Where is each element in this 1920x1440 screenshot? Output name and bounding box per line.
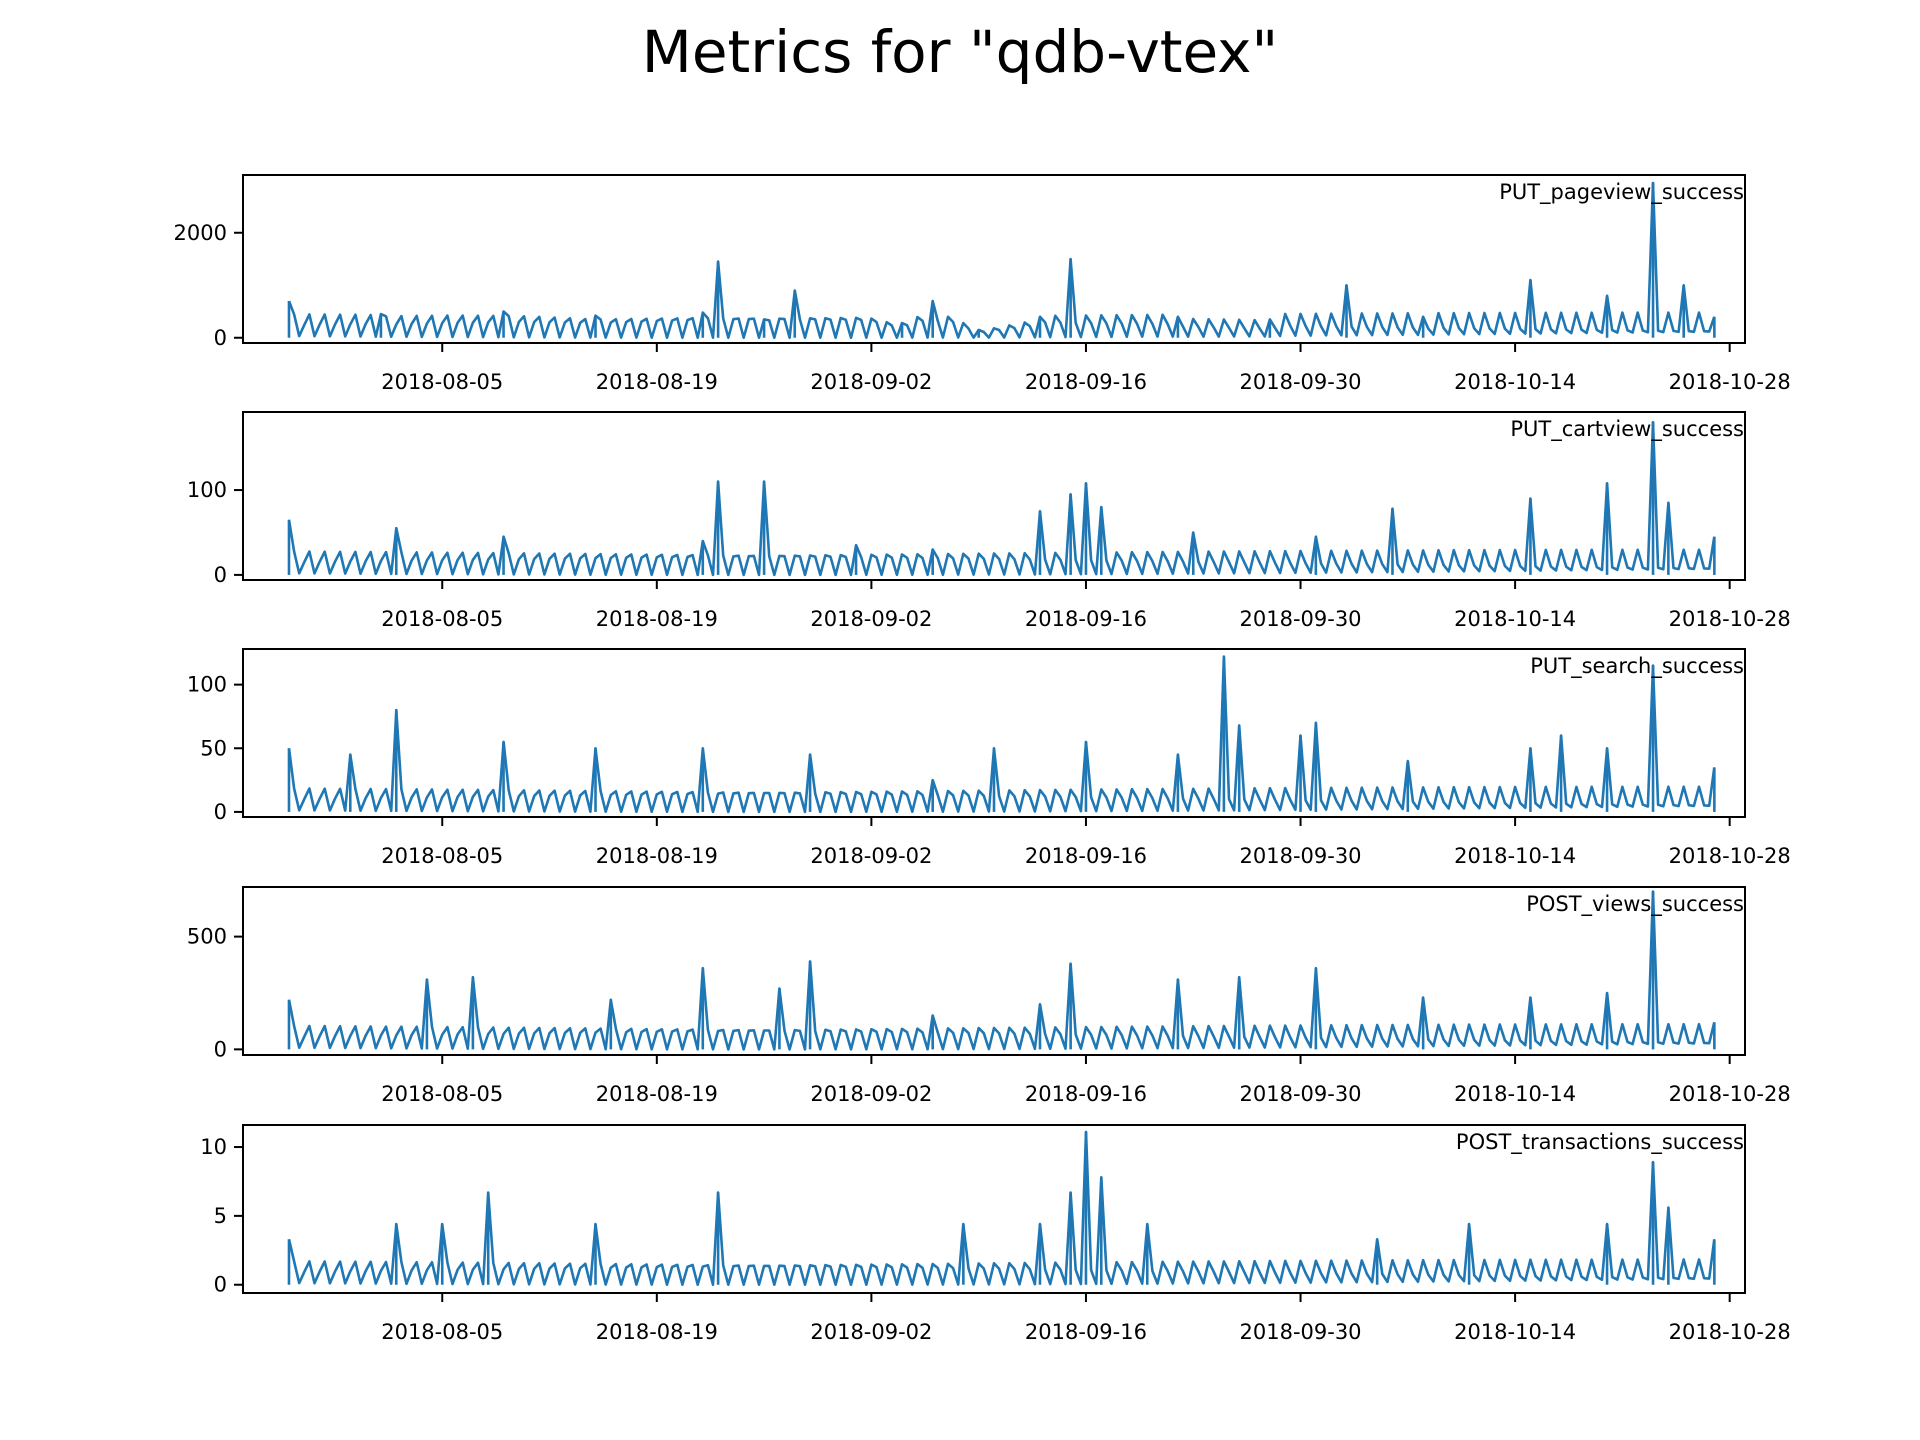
axes-frame (242, 886, 1746, 1056)
y-tick-label: 5 (214, 1204, 227, 1228)
x-tick-label: 2018-10-28 (1669, 1320, 1791, 1344)
axes-frame (242, 411, 1746, 581)
axes-frame (242, 174, 1746, 344)
y-tick-label: 500 (187, 925, 227, 949)
x-tick-label: 2018-08-19 (596, 1082, 718, 1106)
x-tick-label: 2018-09-02 (810, 844, 932, 868)
figure-title: Metrics for "qdb-vtex" (641, 18, 1279, 86)
axes-frame (242, 1124, 1746, 1294)
subplot-4: 2018-08-05 2018-08-19 2018-09-02 2018-09-16… (187, 886, 1791, 1106)
x-tick-label: 2018-09-30 (1240, 607, 1362, 631)
subplot-2: 2018-08-05 2018-08-19 2018-09-02 2018-09-16… (187, 411, 1791, 631)
y-tick-label: 0 (214, 326, 227, 350)
x-tick-label: 2018-10-14 (1454, 607, 1576, 631)
series-line (287, 420, 1716, 577)
x-tick-label: 2018-10-28 (1669, 370, 1791, 394)
x-tick-label: 2018-10-14 (1454, 1082, 1576, 1106)
x-tick-label: 2018-10-14 (1454, 1320, 1576, 1344)
x-tick-label: 2018-10-14 (1454, 844, 1576, 868)
x-tick-label: 2018-09-30 (1240, 370, 1362, 394)
series-line (287, 181, 1716, 340)
x-tick-label: 2018-08-05 (381, 1320, 503, 1344)
x-tick-label: 2018-09-30 (1240, 1082, 1362, 1106)
x-tick-label: 2018-08-05 (381, 370, 503, 394)
x-tick-label: 2018-09-16 (1025, 844, 1147, 868)
series-line (287, 890, 1716, 1051)
x-tick-label: 2018-08-19 (596, 844, 718, 868)
series-legend-label: POST_views_success (1526, 892, 1744, 917)
y-tick-label: 0 (214, 563, 227, 587)
x-tick-label: 2018-08-05 (381, 1082, 503, 1106)
x-tick-label: 2018-08-19 (596, 370, 718, 394)
y-tick-label: 0 (214, 1037, 227, 1061)
y-tick-label: 2000 (174, 221, 227, 245)
x-tick-label: 2018-08-05 (381, 607, 503, 631)
x-tick-label: 2018-09-02 (810, 607, 932, 631)
x-tick-label: 2018-09-16 (1025, 607, 1147, 631)
y-tick-label: 0 (214, 1273, 227, 1297)
subplot-5: 2018-08-05 2018-08-19 2018-09-02 2018-09-16… (200, 1124, 1791, 1344)
x-tick-label: 2018-10-28 (1669, 1082, 1791, 1106)
y-tick-label: 100 (187, 673, 227, 697)
x-tick-label: 2018-09-16 (1025, 1082, 1147, 1106)
x-tick-label: 2018-09-16 (1025, 370, 1147, 394)
y-tick-label: 50 (200, 736, 227, 760)
series-legend-label: PUT_cartview_success (1510, 417, 1744, 442)
series-legend-label: PUT_search_success (1530, 654, 1744, 679)
x-tick-label: 2018-10-14 (1454, 370, 1576, 394)
x-tick-label: 2018-09-30 (1240, 1320, 1362, 1344)
x-tick-label: 2018-08-19 (596, 607, 718, 631)
axes-frame (242, 648, 1746, 818)
x-tick-label: 2018-10-28 (1669, 607, 1791, 631)
series-legend-label: POST_transactions_success (1456, 1130, 1744, 1155)
x-tick-label: 2018-09-02 (810, 1320, 932, 1344)
series-legend-label: PUT_pageview_success (1499, 180, 1744, 205)
x-tick-label: 2018-08-05 (381, 844, 503, 868)
x-tick-label: 2018-09-02 (810, 1082, 932, 1106)
series-line (287, 1130, 1716, 1286)
y-tick-label: 10 (200, 1135, 227, 1159)
x-tick-label: 2018-09-02 (810, 370, 932, 394)
x-tick-label: 2018-08-19 (596, 1320, 718, 1344)
y-tick-label: 100 (187, 478, 227, 502)
series-line (287, 655, 1716, 814)
subplot-3: 2018-08-05 2018-08-19 2018-09-02 2018-09-16… (187, 648, 1791, 868)
x-tick-label: 2018-09-30 (1240, 844, 1362, 868)
x-tick-label: 2018-10-28 (1669, 844, 1791, 868)
subplot-1: 2018-08-05 2018-08-19 2018-09-02 2018-09-16… (174, 174, 1791, 394)
x-tick-label: 2018-09-16 (1025, 1320, 1147, 1344)
y-tick-label: 0 (214, 800, 227, 824)
